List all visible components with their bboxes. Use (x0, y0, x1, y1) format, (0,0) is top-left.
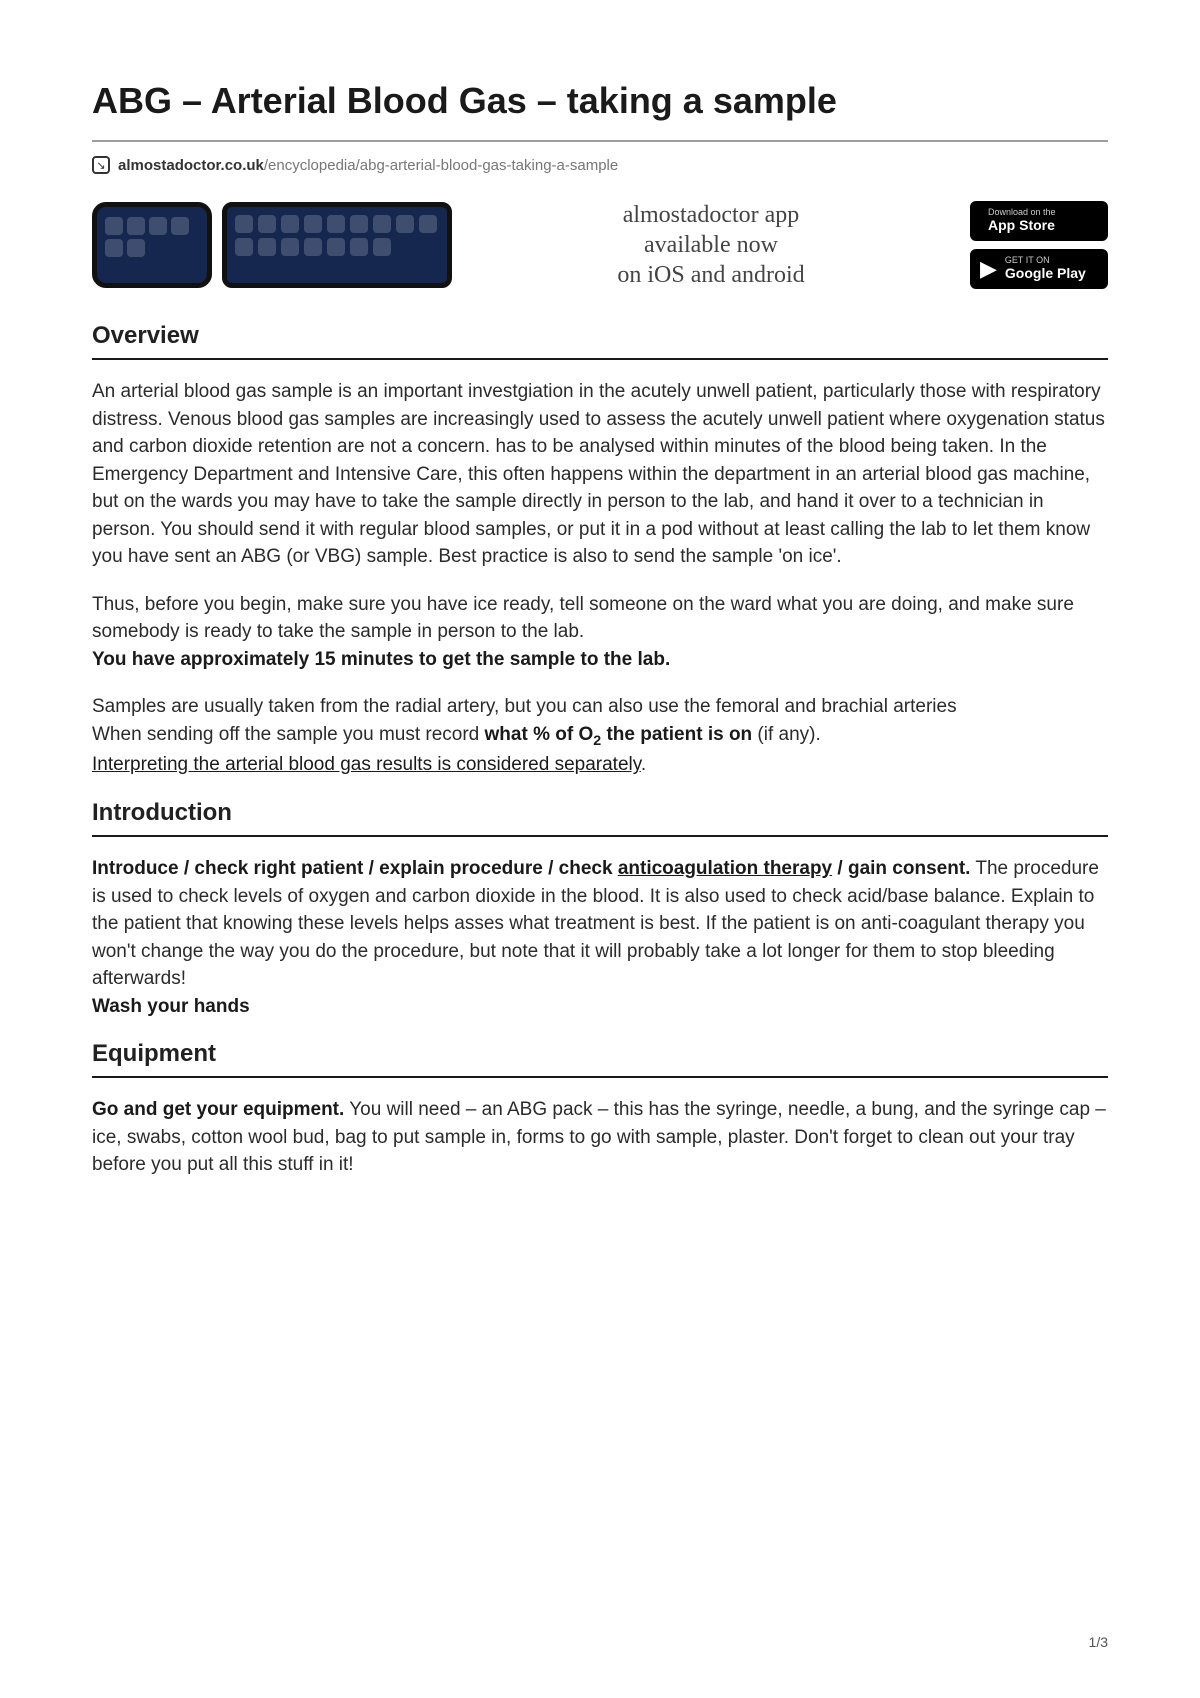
source-path: /encyclopedia/abg-arterial-blood-gas-tak… (264, 157, 618, 174)
time-limit-warning: You have approximately 15 minutes to get… (92, 649, 670, 670)
promo-text: almostadoctor app available now on iOS a… (482, 200, 940, 290)
wash-hands-line: Wash your hands (92, 993, 1108, 1021)
phone-mockup (92, 202, 212, 288)
introduction-heading: Introduction (92, 799, 1108, 827)
section-divider (92, 1076, 1108, 1078)
promo-line-1: almostadoctor app (623, 202, 800, 228)
equipment-heading: Equipment (92, 1040, 1108, 1068)
promo-line-3: on iOS and android (617, 262, 804, 288)
promo-line-2: available now (644, 232, 778, 258)
source-url: ↘ almostadoctor.co.uk/encyclopedia/abg-a… (92, 156, 1108, 174)
introduction-paragraph: Introduce / check right patient / explai… (92, 855, 1108, 993)
play-bottom-label: Google Play (1005, 266, 1086, 281)
page-number: 1/3 (1089, 1634, 1108, 1650)
source-domain: almostadoctor.co.uk (118, 157, 264, 174)
site-icon: ↘ (92, 156, 110, 174)
tablet-mockup (222, 202, 452, 288)
appstore-bottom-label: App Store (988, 218, 1056, 233)
title-divider (92, 140, 1108, 142)
interpreting-results-link[interactable]: Interpreting the arterial blood gas resu… (92, 754, 641, 775)
overview-paragraph-3: Samples are usually taken from the radia… (92, 693, 1108, 779)
device-mockups (92, 202, 452, 288)
overview-heading: Overview (92, 322, 1108, 350)
section-divider (92, 835, 1108, 837)
google-play-badge[interactable]: ▶ GET IT ON Google Play (970, 249, 1108, 289)
overview-paragraph-2: Thus, before you begin, make sure you ha… (92, 591, 1108, 674)
section-divider (92, 358, 1108, 360)
play-icon: ▶ (980, 258, 997, 280)
overview-paragraph-1: An arterial blood gas sample is an impor… (92, 378, 1108, 571)
anticoagulation-link[interactable]: anticoagulation therapy (618, 858, 832, 879)
app-promo-banner: almostadoctor app available now on iOS a… (92, 200, 1108, 290)
app-store-badge[interactable]: Download on the App Store (970, 201, 1108, 241)
equipment-paragraph: Go and get your equipment. You will need… (92, 1096, 1108, 1179)
page-title: ABG – Arterial Blood Gas – taking a samp… (92, 80, 1108, 122)
